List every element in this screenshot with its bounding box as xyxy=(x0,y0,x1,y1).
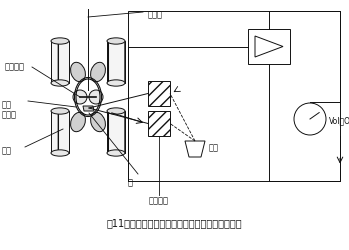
Text: 図11　磁気力方式ダンベル法酸素計測器の原理図: 図11 磁気力方式ダンベル法酸素計測器の原理図 xyxy=(106,217,242,227)
Ellipse shape xyxy=(91,63,105,82)
Circle shape xyxy=(294,104,326,136)
Ellipse shape xyxy=(51,39,69,45)
Ellipse shape xyxy=(51,80,69,87)
Ellipse shape xyxy=(51,150,69,156)
Text: ダンベル: ダンベル xyxy=(5,62,25,71)
Text: 鏡: 鏡 xyxy=(127,177,133,186)
Ellipse shape xyxy=(107,108,125,115)
Circle shape xyxy=(89,91,103,104)
Polygon shape xyxy=(83,106,94,112)
Text: 光検出器: 光検出器 xyxy=(149,195,169,204)
Text: Vol％O2: Vol％O2 xyxy=(329,116,349,124)
Text: つり線: つり線 xyxy=(148,10,163,19)
Ellipse shape xyxy=(70,113,86,132)
Bar xyxy=(248,30,290,65)
Bar xyxy=(128,12,340,181)
Bar xyxy=(148,82,170,106)
Bar xyxy=(51,112,69,154)
Ellipse shape xyxy=(107,39,125,45)
Text: 磁極: 磁極 xyxy=(2,146,12,154)
Bar xyxy=(107,42,125,84)
Bar xyxy=(148,112,170,136)
Ellipse shape xyxy=(51,108,69,115)
Ellipse shape xyxy=(107,150,125,156)
Circle shape xyxy=(73,91,87,104)
Polygon shape xyxy=(185,142,205,157)
Bar xyxy=(107,112,125,154)
Text: 光源: 光源 xyxy=(209,143,219,152)
Ellipse shape xyxy=(107,80,125,87)
Ellipse shape xyxy=(70,63,86,82)
Ellipse shape xyxy=(91,113,105,132)
Text: 励磁
コイル: 励磁 コイル xyxy=(2,100,17,119)
Bar xyxy=(51,42,69,84)
